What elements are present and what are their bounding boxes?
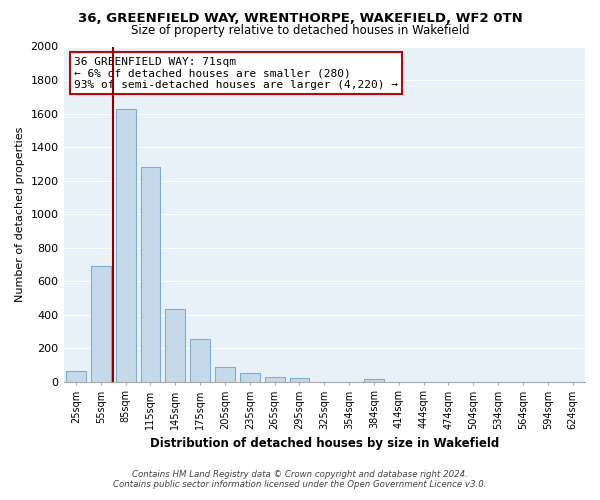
Y-axis label: Number of detached properties: Number of detached properties	[15, 126, 25, 302]
Bar	[166, 309, 185, 382]
Bar	[116, 108, 136, 382]
Bar	[290, 378, 310, 382]
Bar	[240, 374, 260, 382]
X-axis label: Distribution of detached houses by size in Wakefield: Distribution of detached houses by size …	[149, 437, 499, 450]
Text: Size of property relative to detached houses in Wakefield: Size of property relative to detached ho…	[131, 24, 469, 37]
Bar	[190, 339, 210, 382]
Bar	[140, 167, 160, 382]
Text: 36, GREENFIELD WAY, WRENTHORPE, WAKEFIELD, WF2 0TN: 36, GREENFIELD WAY, WRENTHORPE, WAKEFIEL…	[77, 12, 523, 26]
Text: 36 GREENFIELD WAY: 71sqm
← 6% of detached houses are smaller (280)
93% of semi-d: 36 GREENFIELD WAY: 71sqm ← 6% of detache…	[74, 56, 398, 90]
Bar	[364, 379, 384, 382]
Bar	[265, 376, 284, 382]
Bar	[66, 371, 86, 382]
Bar	[91, 266, 111, 382]
Bar	[215, 366, 235, 382]
Text: Contains HM Land Registry data © Crown copyright and database right 2024.
Contai: Contains HM Land Registry data © Crown c…	[113, 470, 487, 489]
